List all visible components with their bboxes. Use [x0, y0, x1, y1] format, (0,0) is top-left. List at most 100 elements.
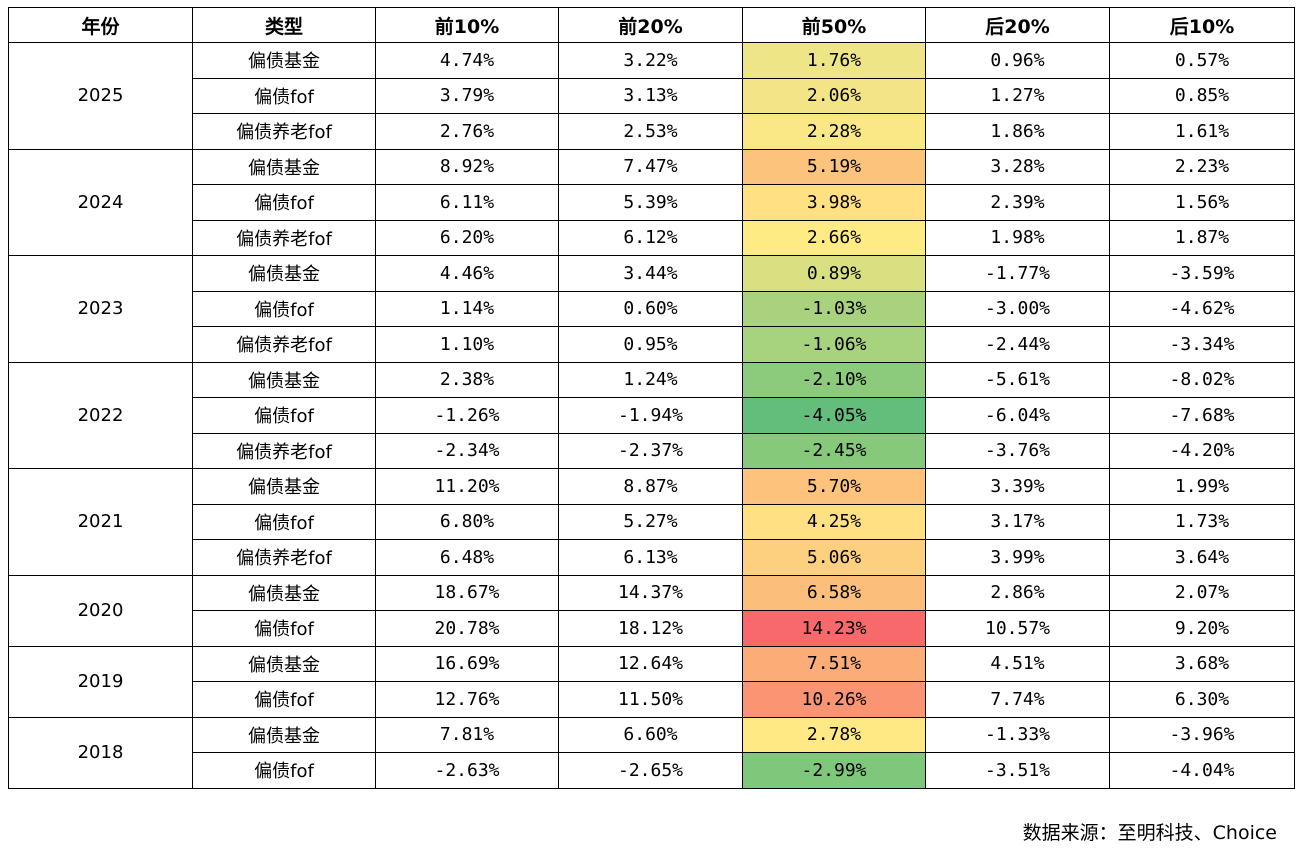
value-cell-bottom20: -2.44%	[925, 326, 1110, 363]
value-cell-top10: 6.20%	[375, 219, 559, 256]
table-row: 偏债fof -1.26% -1.94% -4.05% -6.04% -7.68%	[9, 397, 1295, 434]
value-cell-bottom20: 3.39%	[925, 468, 1110, 505]
value-cell-bottom20: 3.28%	[925, 148, 1110, 185]
value-cell-bottom10: 1.99%	[1109, 468, 1295, 505]
value-cell-bottom10: -3.59%	[1109, 255, 1295, 292]
value-cell-top20: -2.37%	[558, 432, 743, 469]
value-cell-top50: 2.78%	[742, 716, 926, 753]
header-top10: 前10%	[375, 7, 559, 43]
value-cell-top50: -1.06%	[742, 326, 926, 363]
value-cell-top10: -1.26%	[375, 397, 559, 434]
value-cell-top50: -4.05%	[742, 397, 926, 434]
value-cell-bottom10: -8.02%	[1109, 361, 1295, 398]
type-cell: 偏债fof	[192, 77, 376, 114]
value-cell-top20: 8.87%	[558, 468, 743, 505]
table-row: 2023 偏债基金 4.46% 3.44% 0.89% -1.77% -3.59%	[8, 255, 1295, 363]
table-row: 偏债fof 3.79% 3.13% 2.06% 1.27% 0.85%	[9, 77, 1295, 114]
value-cell-top50: 7.51%	[742, 645, 926, 682]
value-cell-top10: 11.20%	[375, 468, 559, 505]
type-cell: 偏债fof	[192, 184, 376, 221]
value-cell-top50: -2.99%	[742, 752, 926, 789]
value-cell-bottom20: -1.77%	[925, 255, 1110, 292]
type-cell: 偏债基金	[192, 255, 376, 292]
header-year: 年份	[8, 7, 193, 43]
value-cell-top10: 3.79%	[375, 77, 559, 114]
type-cell: 偏债fof	[192, 752, 376, 789]
table-row: 2021 偏债基金 11.20% 8.87% 5.70% 3.39% 1.99%	[8, 468, 1295, 576]
value-cell-bottom10: 1.87%	[1109, 219, 1295, 256]
table-row: 偏债fof -2.63% -2.65% -2.99% -3.51% -4.04%	[9, 752, 1295, 789]
value-cell-top10: 16.69%	[375, 645, 559, 682]
table-row: 2020 偏债基金 18.67% 14.37% 6.58% 2.86% 2.07%	[8, 574, 1295, 647]
data-source-note: 数据来源：至明科技、Choice	[1022, 822, 1277, 844]
value-cell-bottom20: 3.17%	[925, 503, 1110, 540]
type-cell: 偏债基金	[192, 468, 376, 505]
table-row: 2018 偏债基金 7.81% 6.60% 2.78% -1.33% -3.96%	[8, 716, 1295, 789]
value-cell-bottom10: 9.20%	[1109, 610, 1295, 647]
value-cell-top20: 5.27%	[558, 503, 743, 540]
value-cell-bottom20: 1.86%	[925, 113, 1110, 150]
value-cell-bottom10: -4.62%	[1109, 290, 1295, 327]
value-cell-top20: 11.50%	[558, 681, 743, 718]
value-cell-top20: 5.39%	[558, 184, 743, 221]
value-cell-top10: 6.80%	[375, 503, 559, 540]
value-cell-bottom10: 6.30%	[1109, 681, 1295, 718]
value-cell-top50: 1.76%	[742, 42, 926, 79]
table-row: 偏债养老fof 6.48% 6.13% 5.06% 3.99% 3.64%	[9, 539, 1295, 576]
value-cell-top20: 3.22%	[558, 42, 743, 79]
table-row: 偏债养老fof 6.20% 6.12% 2.66% 1.98% 1.87%	[9, 219, 1295, 256]
value-cell-bottom10: 2.23%	[1109, 148, 1295, 185]
value-cell-bottom10: 2.07%	[1109, 574, 1295, 611]
value-cell-bottom10: 1.61%	[1109, 113, 1295, 150]
value-cell-top50: -1.03%	[742, 290, 926, 327]
value-cell-top20: 12.64%	[558, 645, 743, 682]
value-cell-bottom20: 10.57%	[925, 610, 1110, 647]
value-cell-bottom20: -3.51%	[925, 752, 1110, 789]
value-cell-bottom20: -5.61%	[925, 361, 1110, 398]
value-cell-top10: -2.63%	[375, 752, 559, 789]
value-cell-bottom10: 1.56%	[1109, 184, 1295, 221]
value-cell-top50: 3.98%	[742, 184, 926, 221]
type-cell: 偏债养老fof	[192, 432, 376, 469]
table-row: 2019 偏债基金 16.69% 12.64% 7.51% 4.51% 3.68%	[8, 645, 1295, 718]
table-row: 偏债fof 1.14% 0.60% -1.03% -3.00% -4.62%	[9, 290, 1295, 327]
value-cell-bottom10: 1.73%	[1109, 503, 1295, 540]
type-cell: 偏债基金	[192, 574, 376, 611]
value-cell-bottom20: 1.27%	[925, 77, 1110, 114]
type-cell: 偏债基金	[192, 42, 376, 79]
value-cell-top50: 10.26%	[742, 681, 926, 718]
year-cell: 2024	[8, 148, 193, 256]
value-cell-bottom10: -3.34%	[1109, 326, 1295, 363]
value-cell-top10: 20.78%	[375, 610, 559, 647]
value-cell-top20: 3.13%	[558, 77, 743, 114]
value-cell-bottom10: 3.68%	[1109, 645, 1295, 682]
value-cell-top20: 6.13%	[558, 539, 743, 576]
value-cell-top50: -2.45%	[742, 432, 926, 469]
value-cell-bottom20: -1.33%	[925, 716, 1110, 753]
value-cell-top20: 6.12%	[558, 219, 743, 256]
value-cell-top10: 12.76%	[375, 681, 559, 718]
value-cell-top50: 2.66%	[742, 219, 926, 256]
header-bottom20: 后20%	[925, 7, 1110, 43]
value-cell-bottom10: 0.85%	[1109, 77, 1295, 114]
value-cell-top20: 18.12%	[558, 610, 743, 647]
value-cell-top50: -2.10%	[742, 361, 926, 398]
value-cell-top10: 6.48%	[375, 539, 559, 576]
value-cell-top10: 6.11%	[375, 184, 559, 221]
table-row: 2025 偏债基金 4.74% 3.22% 1.76% 0.96% 0.57%	[8, 42, 1295, 150]
header-top20: 前20%	[558, 7, 743, 43]
value-cell-top20: 7.47%	[558, 148, 743, 185]
value-cell-bottom20: 4.51%	[925, 645, 1110, 682]
value-cell-top20: 0.60%	[558, 290, 743, 327]
value-cell-top50: 2.28%	[742, 113, 926, 150]
table-row: 2022 偏债基金 2.38% 1.24% -2.10% -5.61% -8.02%	[8, 361, 1295, 469]
value-cell-top10: 8.92%	[375, 148, 559, 185]
value-cell-top20: 1.24%	[558, 361, 743, 398]
year-cell: 2019	[8, 645, 193, 718]
table-row: 偏债fof 12.76% 11.50% 10.26% 7.74% 6.30%	[9, 681, 1295, 718]
type-cell: 偏债养老fof	[192, 539, 376, 576]
value-cell-top20: -1.94%	[558, 397, 743, 434]
year-cell: 2022	[8, 361, 193, 469]
value-cell-top50: 4.25%	[742, 503, 926, 540]
year-cell: 2018	[8, 716, 193, 789]
